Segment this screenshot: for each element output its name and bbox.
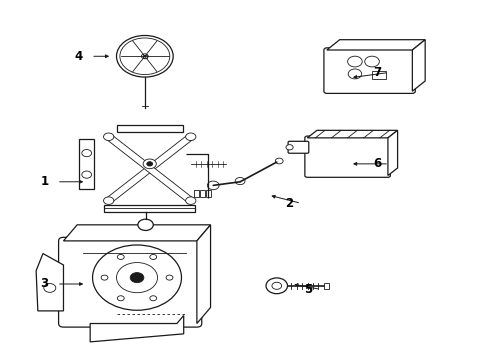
Text: 1: 1 <box>41 175 49 188</box>
Circle shape <box>150 296 157 301</box>
Polygon shape <box>64 225 211 241</box>
Circle shape <box>150 255 157 260</box>
Circle shape <box>82 149 92 157</box>
Polygon shape <box>106 135 194 203</box>
Circle shape <box>44 284 56 292</box>
Bar <box>195 190 199 197</box>
Bar <box>206 190 211 197</box>
Circle shape <box>286 145 293 150</box>
Circle shape <box>275 158 283 164</box>
FancyBboxPatch shape <box>104 204 195 212</box>
Circle shape <box>130 273 144 283</box>
FancyBboxPatch shape <box>117 125 183 132</box>
Text: 2: 2 <box>285 197 293 210</box>
Circle shape <box>166 275 173 280</box>
Circle shape <box>101 275 108 280</box>
FancyBboxPatch shape <box>59 237 202 327</box>
Circle shape <box>117 262 158 293</box>
Text: 5: 5 <box>304 283 313 296</box>
FancyBboxPatch shape <box>79 139 94 189</box>
Circle shape <box>143 159 156 169</box>
Polygon shape <box>413 40 425 91</box>
Circle shape <box>93 245 181 310</box>
Polygon shape <box>90 315 184 342</box>
Bar <box>372 71 386 79</box>
FancyBboxPatch shape <box>305 136 391 177</box>
Circle shape <box>186 133 196 140</box>
Bar <box>324 283 329 289</box>
Polygon shape <box>106 135 194 203</box>
Bar <box>143 55 147 58</box>
FancyBboxPatch shape <box>288 141 309 153</box>
Text: 7: 7 <box>373 66 381 79</box>
Polygon shape <box>36 253 64 311</box>
Circle shape <box>365 56 379 67</box>
Circle shape <box>138 219 153 230</box>
Circle shape <box>103 197 114 204</box>
Polygon shape <box>307 130 397 138</box>
Circle shape <box>235 177 245 185</box>
Text: 6: 6 <box>373 157 381 170</box>
Circle shape <box>117 255 124 260</box>
Polygon shape <box>197 225 211 324</box>
FancyBboxPatch shape <box>324 48 416 93</box>
Circle shape <box>103 133 114 140</box>
Polygon shape <box>327 40 425 50</box>
Bar <box>200 190 205 197</box>
Circle shape <box>347 56 362 67</box>
Circle shape <box>348 69 362 79</box>
Circle shape <box>82 171 92 178</box>
Text: 4: 4 <box>75 50 83 63</box>
Circle shape <box>147 162 153 166</box>
Circle shape <box>207 181 219 190</box>
Circle shape <box>117 296 124 301</box>
Polygon shape <box>388 130 397 176</box>
Text: 3: 3 <box>41 278 49 291</box>
Circle shape <box>186 197 196 204</box>
